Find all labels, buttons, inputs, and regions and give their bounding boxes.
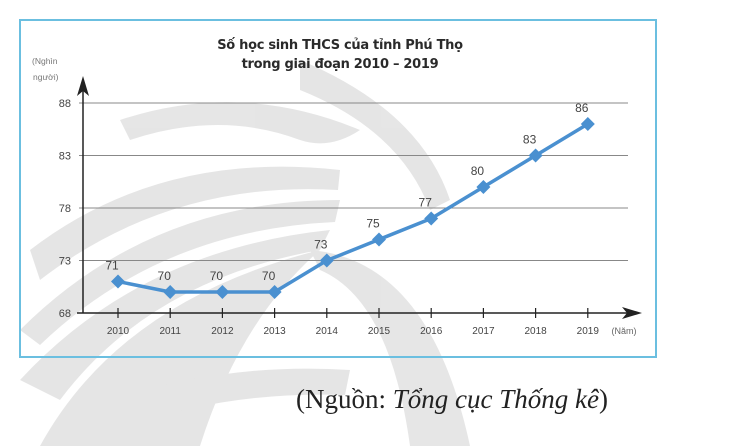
- data-label: 70: [158, 269, 172, 283]
- y-axis-arrow-icon: [77, 76, 89, 96]
- data-label: 77: [419, 196, 433, 210]
- data-label: 80: [471, 164, 485, 178]
- x-axis-label: (Năm): [612, 326, 637, 336]
- data-point-marker-icon: [215, 285, 230, 299]
- data-label: 73: [314, 238, 328, 252]
- data-point-marker-icon: [267, 285, 282, 299]
- x-tick-label: 2013: [263, 326, 286, 337]
- data-point-marker-icon: [319, 253, 334, 268]
- x-tick-label: 2011: [159, 326, 181, 337]
- chart-title-line2: trong giai đoạn 2010 – 2019: [241, 57, 439, 72]
- y-tick-label: 68: [59, 308, 71, 320]
- x-tick-label: 2010: [107, 326, 130, 337]
- x-tick-label: 2012: [211, 326, 234, 337]
- source-name: Tổng cục Thống kê: [392, 384, 599, 414]
- chart-frame: [19, 19, 657, 358]
- x-tick-label: 2019: [577, 326, 600, 337]
- x-tick-label: 2014: [316, 326, 339, 337]
- data-label: 70: [262, 269, 276, 283]
- data-label: 70: [210, 269, 224, 283]
- data-label: 71: [105, 259, 119, 273]
- data-label: 86: [575, 101, 589, 115]
- data-point-marker-icon: [476, 180, 491, 194]
- y-tick-label: 83: [59, 151, 71, 163]
- chart-title: Số học sinh THCS của tỉnh Phú Thọ trong …: [180, 36, 500, 74]
- source-citation: (Nguồn: Tổng cục Thống kê): [296, 384, 608, 415]
- data-point-marker-icon: [528, 148, 543, 163]
- data-point-marker-icon: [111, 274, 125, 289]
- x-tick-label: 2015: [368, 326, 391, 337]
- source-suffix: ): [598, 384, 608, 414]
- data-point-marker-icon: [372, 232, 386, 247]
- x-tick-label: 2016: [420, 326, 443, 337]
- data-label: 75: [366, 217, 380, 231]
- data-point-marker-icon: [163, 285, 178, 299]
- y-axis-label: (Nghìn: [32, 56, 58, 66]
- y-tick-label: 78: [59, 203, 71, 215]
- data-point-marker-icon: [580, 117, 595, 131]
- series-line: [117, 122, 589, 294]
- y-axis-label: người): [33, 72, 59, 82]
- y-tick-label: 88: [59, 98, 71, 110]
- data-label: 83: [523, 133, 537, 147]
- y-tick-label: 73: [59, 256, 71, 268]
- data-point-marker-icon: [424, 211, 439, 226]
- x-tick-label: 2018: [524, 326, 547, 337]
- x-tick-label: 2017: [472, 326, 495, 337]
- x-axis-arrow-icon: [622, 307, 642, 319]
- source-prefix: (Nguồn:: [296, 384, 393, 414]
- chart-title-line1: Số học sinh THCS của tỉnh Phú Thọ: [217, 38, 463, 53]
